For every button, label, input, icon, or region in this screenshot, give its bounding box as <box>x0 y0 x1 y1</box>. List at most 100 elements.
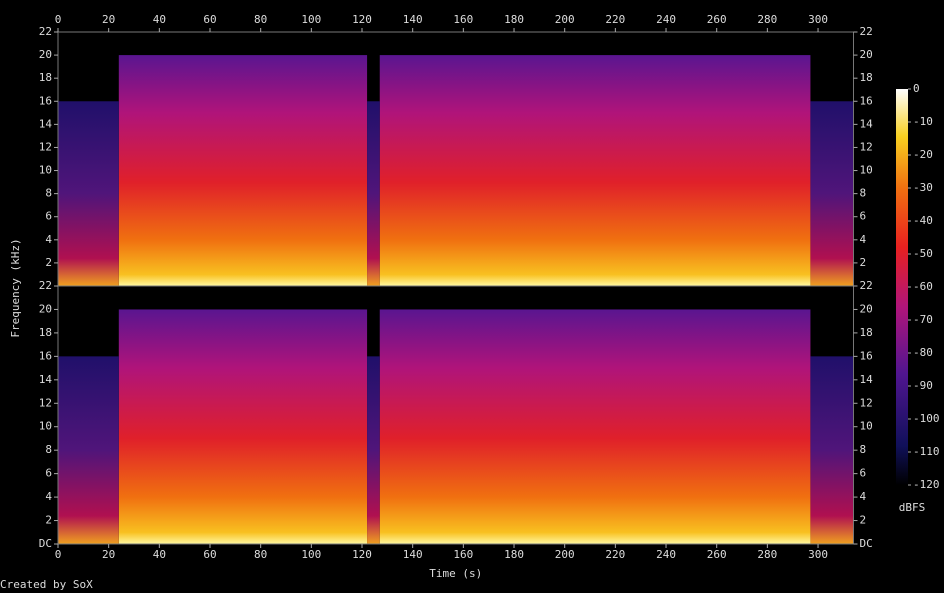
colorbar-tick-label: -20 <box>913 148 933 161</box>
y-tick-label: 6 <box>860 210 867 223</box>
y-tick-label: 14 <box>860 117 874 130</box>
x-tick-label: 20 <box>102 548 115 561</box>
x-tick-label: 0 <box>55 13 62 26</box>
colorbar-tick-label: -110 <box>913 445 940 458</box>
y-tick-label: 20 <box>860 302 873 315</box>
y-tick-label: 4 <box>45 233 52 246</box>
y-tick-label: 8 <box>45 443 52 456</box>
x-tick-label: 60 <box>203 548 216 561</box>
y-tick-label: 6 <box>860 467 867 480</box>
y-tick-label: 14 <box>39 117 53 130</box>
colorbar-tick-label: -100 <box>913 412 940 425</box>
colorbar-label: dBFS <box>899 501 926 514</box>
x-tick-label: 160 <box>453 548 473 561</box>
x-tick-label: 120 <box>352 548 372 561</box>
y-tick-label: 22 <box>39 279 52 292</box>
y-tick-label: 10 <box>860 164 873 177</box>
spectrogram-fill <box>58 356 119 544</box>
x-tick-label: 140 <box>403 548 423 561</box>
y-tick-label: 16 <box>860 349 873 362</box>
y-tick-label: 20 <box>39 48 52 61</box>
x-axis-label: Time (s) <box>429 567 482 580</box>
x-tick-label: 300 <box>808 13 828 26</box>
y-tick-label: 12 <box>860 140 873 153</box>
x-tick-label: 180 <box>504 13 524 26</box>
y-tick-label: 8 <box>860 187 867 200</box>
x-tick-label: 40 <box>153 548 166 561</box>
x-tick-label: 220 <box>605 13 625 26</box>
x-tick-label: 280 <box>757 548 777 561</box>
y-tick-label: 18 <box>39 326 52 339</box>
spectrogram-fill <box>810 356 854 544</box>
spectrogram-fill <box>810 101 854 286</box>
y-tick-label: 10 <box>39 420 52 433</box>
y-tick-label: 22 <box>39 25 52 38</box>
y-tick-label: 22 <box>860 25 873 38</box>
colorbar-tick-label: -50 <box>913 247 933 260</box>
colorbar-tick-label: -30 <box>913 181 933 194</box>
x-tick-label: 260 <box>707 13 727 26</box>
y-tick-label: 14 <box>860 373 874 386</box>
y-tick-label: 18 <box>39 71 52 84</box>
spectrogram-fill <box>118 55 368 286</box>
y-tick-label: 2 <box>860 514 867 527</box>
spectrogram-fill <box>379 55 811 286</box>
y-tick-label: 6 <box>45 210 52 223</box>
y-tick-label: 2 <box>45 256 52 269</box>
y-tick-label: 4 <box>860 490 867 503</box>
x-tick-label: 140 <box>403 13 423 26</box>
x-tick-label: 260 <box>707 548 727 561</box>
spectrogram-fill <box>58 101 119 286</box>
y-axis-label: Frequency (kHz) <box>9 238 22 337</box>
y-tick-label: 20 <box>860 48 873 61</box>
x-tick-label: 20 <box>102 13 115 26</box>
y-tick-label: 8 <box>860 443 867 456</box>
x-tick-label: 80 <box>254 548 267 561</box>
colorbar-tick-label: -40 <box>913 214 933 227</box>
x-tick-label: 160 <box>453 13 473 26</box>
y-tick-label: 10 <box>860 420 873 433</box>
x-tick-label: 220 <box>605 548 625 561</box>
colorbar <box>896 89 908 485</box>
spectrogram-fill <box>379 309 811 544</box>
y-tick-label: 14 <box>39 373 53 386</box>
x-tick-label: 200 <box>555 13 575 26</box>
x-tick-label: 0 <box>55 548 62 561</box>
x-tick-label: 100 <box>301 13 321 26</box>
y-tick-label: 16 <box>860 94 873 107</box>
y-tick-label: 8 <box>45 187 52 200</box>
x-tick-label: 280 <box>757 13 777 26</box>
plot-frame <box>57 285 854 545</box>
spectrogram-fill <box>367 356 380 544</box>
y-tick-label: 12 <box>39 396 52 409</box>
x-tick-label: 200 <box>555 548 575 561</box>
y-tick-label: 16 <box>39 94 52 107</box>
spectrogram-fill <box>367 101 380 286</box>
y-tick-label: 20 <box>39 302 52 315</box>
colorbar-tick-label: -70 <box>913 313 933 326</box>
y-tick-label: 4 <box>860 233 867 246</box>
colorbar-tick-label: -80 <box>913 346 933 359</box>
colorbar-tick-label: -90 <box>913 379 933 392</box>
y-tick-label: DC <box>860 537 873 550</box>
footer: Created by SoX <box>0 578 93 591</box>
spectrogram-fill <box>118 309 368 544</box>
x-tick-label: 100 <box>301 548 321 561</box>
y-tick-label: DC <box>39 537 52 550</box>
colorbar-tick-label: -60 <box>913 280 933 293</box>
x-tick-label: 180 <box>504 548 524 561</box>
y-tick-label: 18 <box>860 326 873 339</box>
y-tick-label: 10 <box>39 164 52 177</box>
colorbar-tick-label: 0 <box>913 82 920 95</box>
y-tick-label: 16 <box>39 349 52 362</box>
y-tick-label: 12 <box>860 396 873 409</box>
y-tick-label: 4 <box>45 490 52 503</box>
y-tick-label: 22 <box>860 279 873 292</box>
x-tick-label: 60 <box>203 13 216 26</box>
x-tick-label: 300 <box>808 548 828 561</box>
colorbar-tick-label: -10 <box>913 115 933 128</box>
x-tick-label: 40 <box>153 13 166 26</box>
x-tick-label: 240 <box>656 548 676 561</box>
colorbar-tick-label: -120 <box>913 478 940 491</box>
